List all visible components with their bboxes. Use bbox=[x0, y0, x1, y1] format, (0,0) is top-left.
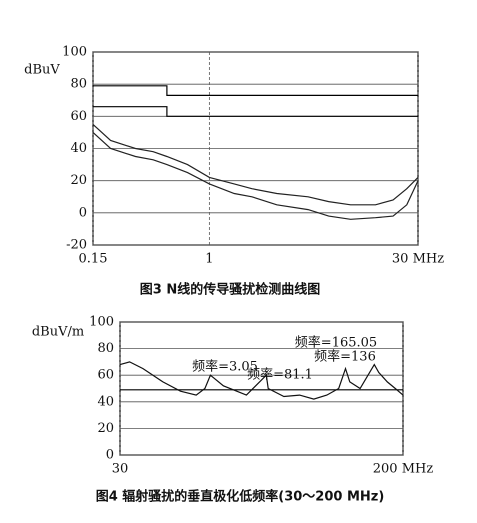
y-axis-label: dBuV/m bbox=[32, 325, 84, 340]
caption: 图4 辐射骚扰的垂直极化低频率(30～200 MHz) bbox=[96, 489, 385, 505]
series-line bbox=[92, 131, 419, 220]
y-tick-label: 0 bbox=[106, 448, 114, 463]
y-tick-label: 20 bbox=[97, 421, 114, 436]
y-tick-label: 60 bbox=[70, 109, 87, 124]
caption: 图3 N线的传导骚扰检测曲线图 bbox=[140, 282, 320, 298]
y-tick-label: -20 bbox=[66, 238, 87, 253]
y-axis-label: dBuV bbox=[24, 63, 60, 78]
y-tick-label: 40 bbox=[70, 141, 87, 156]
y-tick-label: 20 bbox=[70, 173, 87, 188]
y-tick-label: 80 bbox=[97, 341, 114, 356]
annotation: 频率=3.05 bbox=[192, 359, 258, 375]
annotation: 频率=165.05 bbox=[295, 335, 377, 351]
x-tick-label: 30 bbox=[112, 462, 129, 477]
x-tick-label: 200 MHz bbox=[373, 462, 434, 477]
y-tick-label: 0 bbox=[79, 205, 87, 220]
y-tick-label: 80 bbox=[70, 77, 87, 92]
x-tick-label: 1 bbox=[205, 252, 213, 267]
y-tick-label: 60 bbox=[97, 368, 114, 383]
series-line bbox=[119, 361, 404, 400]
series-line bbox=[93, 106, 418, 117]
annotation: 频率=136 bbox=[314, 349, 376, 365]
annotation: 频率=81.1 bbox=[247, 367, 313, 383]
series-line bbox=[92, 123, 419, 206]
series-line bbox=[93, 85, 418, 96]
y-tick-label: 100 bbox=[89, 315, 114, 330]
x-tick-label: 0.15 bbox=[79, 252, 108, 267]
x-tick-label: 30 MHz bbox=[392, 252, 444, 267]
y-tick-label: 40 bbox=[97, 394, 114, 409]
y-tick-label: 100 bbox=[62, 45, 87, 60]
